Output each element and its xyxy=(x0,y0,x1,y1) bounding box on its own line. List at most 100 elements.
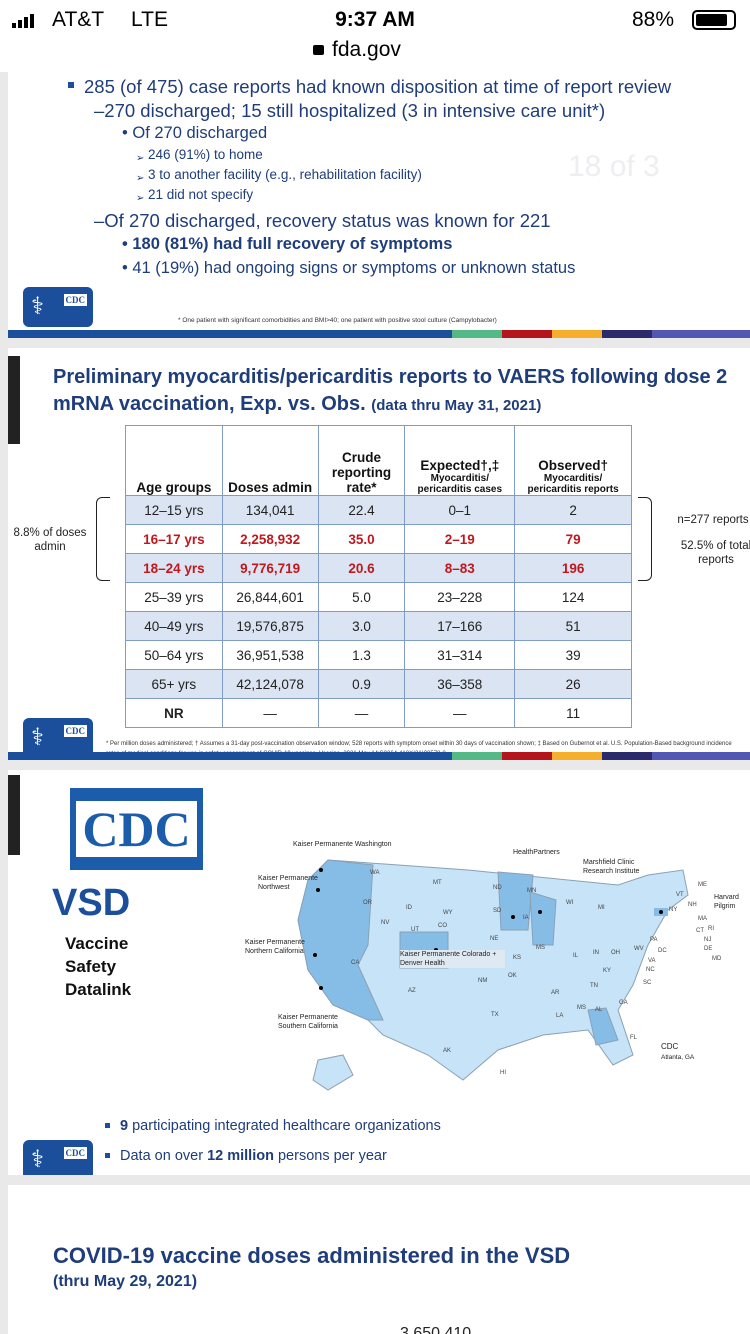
cdc-logo: ⚕ CDC xyxy=(23,718,93,758)
map-west-coast xyxy=(297,859,384,1021)
state-label: NY xyxy=(669,907,678,913)
col-header: Crude reporting rate* xyxy=(317,425,406,496)
battery-percent: 88% xyxy=(632,8,675,31)
left-bracket xyxy=(96,497,110,581)
url[interactable]: fda.gov xyxy=(332,38,401,61)
col-header: Age groups xyxy=(125,425,223,496)
state-label: WI xyxy=(566,900,574,906)
map-label: Kaiser Permanente Northwest xyxy=(258,875,318,891)
map-label: Marshfield Clinic Research Institute xyxy=(583,859,640,875)
accent-bar xyxy=(8,356,20,444)
state-label: LA xyxy=(556,1013,564,1019)
table-row: 12–15 yrs 134,041 22.4 0–1 2 xyxy=(125,495,632,525)
col-header: Observed† Myocarditis/ pericarditis repor… xyxy=(514,425,632,496)
lock-icon xyxy=(313,45,324,55)
right-note: n=277 reports 52.5% of total reports xyxy=(677,514,750,566)
right-bracket xyxy=(638,497,652,581)
state-label: VA xyxy=(648,958,656,964)
left-note: 8.8% of doses admin xyxy=(13,527,87,553)
map-label: Harvard Pilgrim xyxy=(714,894,739,910)
map-label: HealthPartners xyxy=(513,849,560,856)
vsd-subtitle: Vaccine Safety Datalink xyxy=(65,934,132,999)
map-label: Kaiser Permanente Northern California xyxy=(245,939,305,955)
state-label: NM xyxy=(478,978,488,984)
slide-1: 18 of 3 285 (of 475) case reports had kn… xyxy=(8,72,750,338)
carrier: AT&T xyxy=(52,8,105,31)
square-bullet-icon xyxy=(105,1153,110,1158)
bullet-text: 246 (91%) to home xyxy=(148,147,263,162)
state-label: IL xyxy=(573,953,579,959)
signal-icon xyxy=(12,14,34,28)
state-label: ID xyxy=(406,905,412,911)
bullet-text: • 180 (81%) had full recovery of symptom… xyxy=(122,235,453,253)
clock: 9:37 AM xyxy=(335,8,415,31)
state-label: MI xyxy=(598,905,605,911)
vsd-heading: VSD xyxy=(52,882,131,924)
state-label: GA xyxy=(619,1000,628,1006)
state-label: AK xyxy=(443,1048,452,1054)
map-wisconsin xyxy=(529,891,557,946)
state-label: SD xyxy=(493,908,502,914)
state-label: NC xyxy=(646,967,655,973)
slide-4: COVID-19 vaccine doses administered in t… xyxy=(8,1185,750,1334)
slide-watermark: 18 of 3 xyxy=(568,150,660,183)
map-alaska xyxy=(312,1054,354,1091)
state-label: MN xyxy=(527,888,537,894)
state-label: MS xyxy=(577,1005,586,1011)
network: LTE xyxy=(131,8,168,31)
square-bullet-icon xyxy=(68,82,74,88)
state-label: PA xyxy=(650,937,658,943)
state-label: ND xyxy=(493,885,502,891)
state-label: AZ xyxy=(408,988,416,994)
color-bar xyxy=(8,330,750,338)
slide-title: COVID-19 vaccine doses administered in t… xyxy=(53,1243,571,1268)
cdc-logo: ⚕ CDC xyxy=(23,1140,93,1175)
state-label: NH xyxy=(688,902,697,908)
state-label: NE xyxy=(490,936,499,942)
bullet-text: • Of 270 discharged xyxy=(122,124,268,142)
cdc-logo: ⚕ CDC xyxy=(23,287,93,327)
bullet-text: –Of 270 discharged, recovery status was … xyxy=(94,210,551,231)
bullet-text: Data on over 12 million persons per year xyxy=(120,1148,387,1164)
state-label: TN xyxy=(590,983,598,989)
state-label: DE xyxy=(704,946,713,952)
state-label: MT xyxy=(433,880,442,886)
state-label: NJ xyxy=(704,937,712,943)
slide-title: Preliminary myocarditis/pericarditis rep… xyxy=(53,366,728,415)
state-label: MA xyxy=(698,916,707,922)
state-label: IN xyxy=(593,950,599,956)
state-label: TX xyxy=(491,1012,499,1018)
bullet-text: –270 discharged; 15 still hospitalized (… xyxy=(94,100,606,121)
table-row: 50–64 yrs 36,951,538 1.3 31–314 39 xyxy=(125,640,632,670)
color-bar xyxy=(8,752,750,760)
state-label: SC xyxy=(643,980,652,986)
col-header: Expected†,‡ Myocarditis/ pericarditis cas… xyxy=(404,425,516,496)
state-label: CT xyxy=(696,928,704,934)
state-label: DC xyxy=(658,948,667,954)
state-label: AR xyxy=(551,990,560,996)
state-label: MD xyxy=(712,956,722,962)
state-label: WV xyxy=(634,946,644,952)
state-label: KS xyxy=(513,955,522,961)
map-label: Kaiser Permanente Colorado + Denver Heal… xyxy=(400,950,505,968)
battery-icon xyxy=(692,10,736,30)
state-label: UT xyxy=(411,927,419,933)
state-label: AL xyxy=(595,1007,603,1013)
bullet-text: • 41 (19%) had ongoing signs or symptoms… xyxy=(122,259,576,277)
table-row: 40–49 yrs 19,576,875 3.0 17–166 51 xyxy=(125,611,632,641)
state-label: HI xyxy=(500,1070,506,1076)
state-label: RI xyxy=(708,926,714,932)
bullet-text: 21 did not specify xyxy=(148,187,254,202)
state-label: WY xyxy=(443,910,453,916)
bullet-text: 9 participating integrated healthcare or… xyxy=(120,1118,441,1134)
state-label: KY xyxy=(603,968,612,974)
partial-value: 3,650,410 xyxy=(400,1325,472,1334)
state-label: ME xyxy=(698,882,707,888)
slide-subtitle: (thru May 29, 2021) xyxy=(53,1273,198,1290)
state-label: FL xyxy=(630,1035,638,1041)
table-row: NR — — —11 xyxy=(125,698,632,728)
state-label: OR xyxy=(363,900,372,906)
square-bullet-icon xyxy=(105,1123,110,1128)
slide-3: CDC VSD Vaccine Safety Datalink Kaiser Per… xyxy=(8,770,750,1175)
myocarditis-table: Age groups Doses admin Crude reporting r… xyxy=(125,425,632,728)
